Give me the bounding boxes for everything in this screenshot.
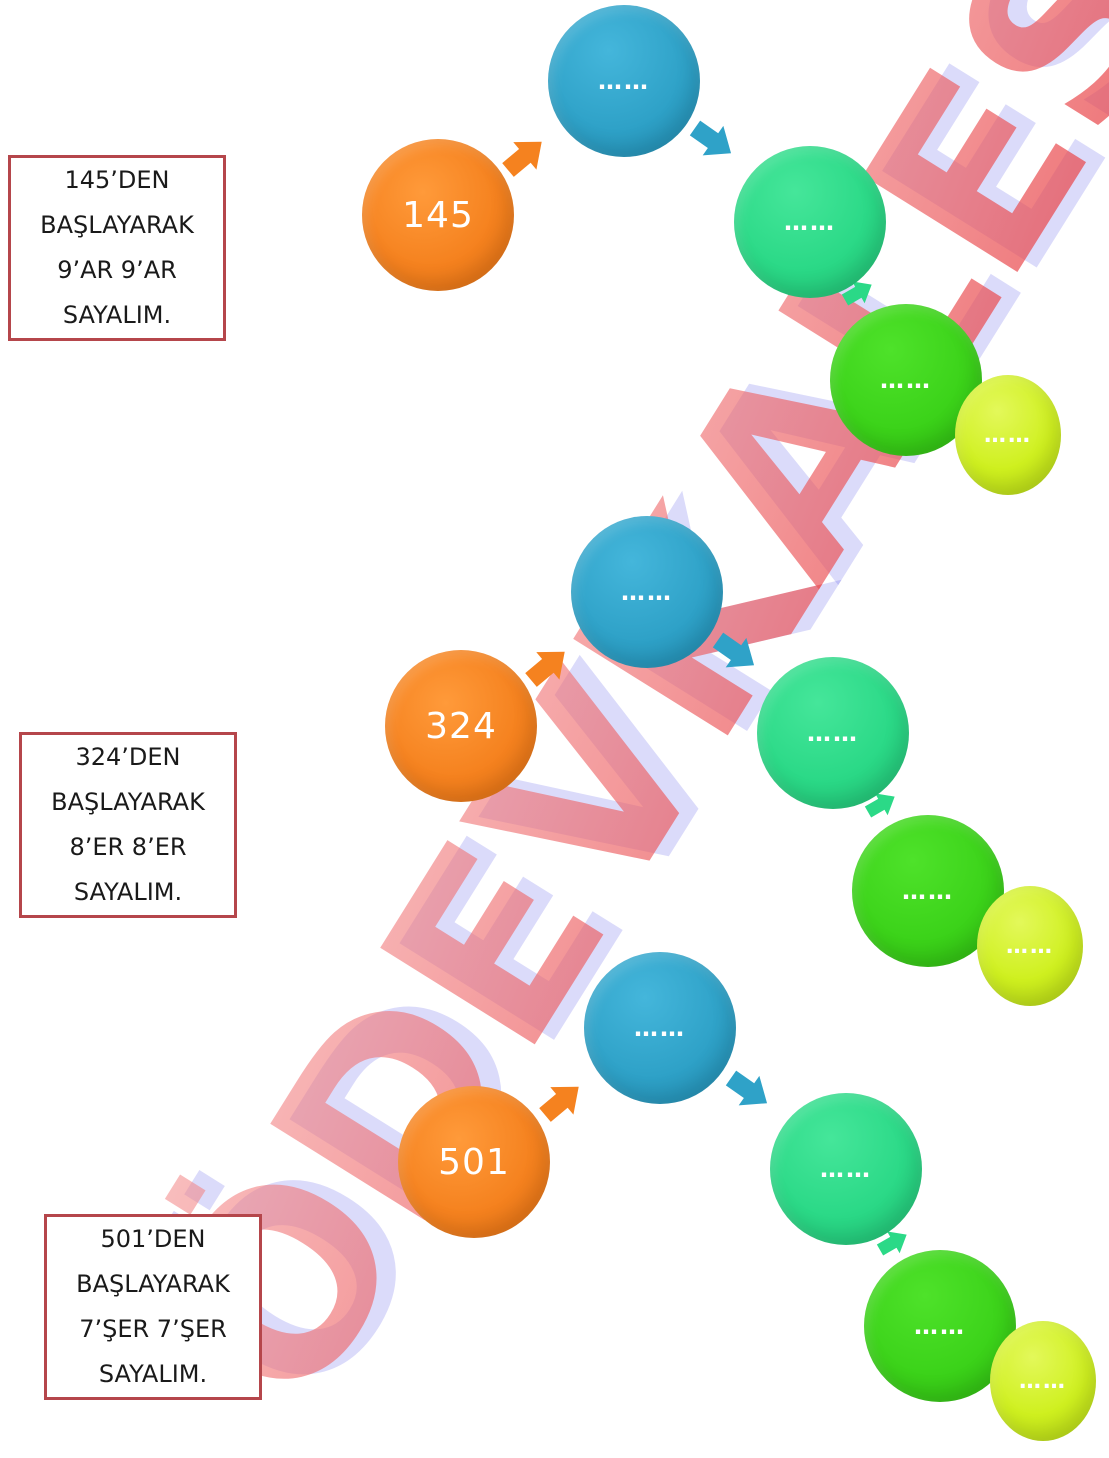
task-text-line: 145’DEN bbox=[64, 166, 170, 194]
step-circle-2[interactable]: …… bbox=[734, 146, 886, 298]
step-circle-1[interactable]: …… bbox=[584, 952, 736, 1104]
task-text-line: SAYALIM. bbox=[62, 301, 172, 329]
start-circle: 145 bbox=[362, 139, 514, 291]
task-text-line: 501’DEN bbox=[100, 1225, 206, 1253]
task-text-line: 7’ŞER 7’ŞER bbox=[79, 1315, 227, 1343]
arrow-orange-icon bbox=[519, 637, 577, 694]
arrow-blue-icon bbox=[720, 1063, 778, 1118]
task-text-line: SAYALIM. bbox=[98, 1360, 208, 1388]
task-box-3: 501’DEN BAŞLAYARAK 7’ŞER 7’ŞER SAYALIM. bbox=[44, 1214, 262, 1400]
task-text-line: BAŞLAYARAK bbox=[51, 788, 205, 816]
task-box-1: 145’DEN BAŞLAYARAK 9’AR 9’AR SAYALIM. bbox=[8, 155, 226, 341]
task-text-line: 9’AR 9’AR bbox=[57, 256, 177, 284]
arrow-orange-icon bbox=[496, 127, 554, 184]
step-circle-4[interactable]: …… bbox=[955, 375, 1061, 495]
arrow-blue-icon bbox=[707, 625, 765, 680]
task-text-line: SAYALIM. bbox=[73, 878, 183, 906]
step-circle-2[interactable]: …… bbox=[770, 1093, 922, 1245]
step-circle-2[interactable]: …… bbox=[757, 657, 909, 809]
start-circle: 324 bbox=[385, 650, 537, 802]
task-text-line: 324’DEN bbox=[75, 743, 181, 771]
task-text-line: BAŞLAYARAK bbox=[40, 211, 194, 239]
start-circle: 501 bbox=[398, 1086, 550, 1238]
step-circle-4[interactable]: …… bbox=[977, 886, 1083, 1006]
task-text-line: 8’ER 8’ER bbox=[69, 833, 187, 861]
step-circle-1[interactable]: …… bbox=[571, 516, 723, 668]
watermark-text-shadow: ÖDEVKALESİ bbox=[123, 0, 1109, 1447]
step-circle-1[interactable]: …… bbox=[548, 5, 700, 157]
arrow-orange-icon bbox=[533, 1072, 591, 1129]
step-circle-4[interactable]: …… bbox=[990, 1321, 1096, 1441]
arrow-blue-icon bbox=[684, 113, 742, 168]
task-text-line: BAŞLAYARAK bbox=[76, 1270, 230, 1298]
task-box-2: 324’DEN BAŞLAYARAK 8’ER 8’ER SAYALIM. bbox=[19, 732, 237, 918]
